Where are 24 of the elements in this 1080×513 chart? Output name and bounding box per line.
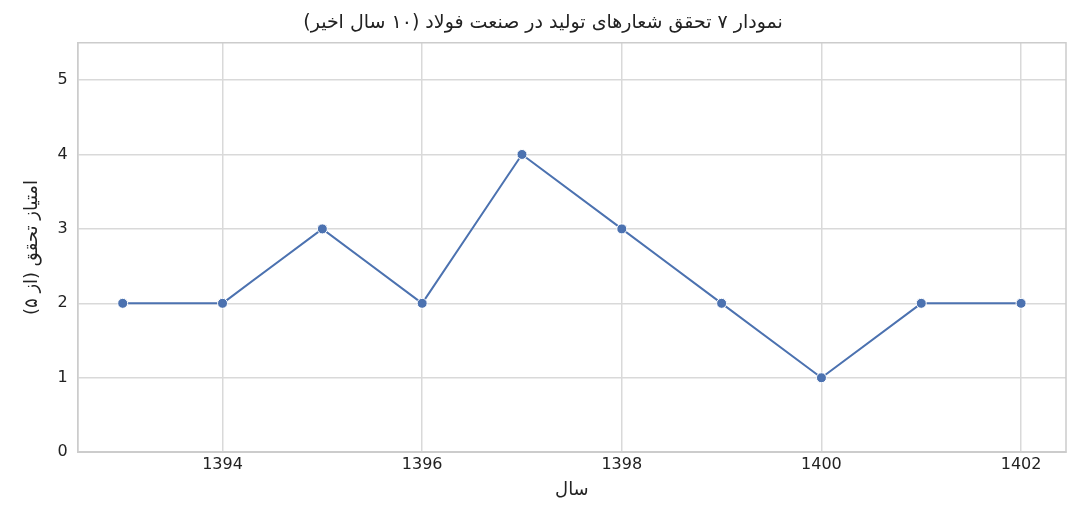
chart-title: نمودار ۷ تحقق شعارهای تولید در صنعت فولاد (۱۰ سال اخیر): [303, 10, 783, 34]
point: [1015, 297, 1027, 309]
x-axis-title: سال: [555, 477, 589, 499]
point: [815, 372, 827, 384]
point: [316, 223, 328, 235]
y-tick-label: 2: [57, 292, 68, 312]
point: [416, 297, 428, 309]
x-tick-label: 1402: [1000, 453, 1042, 473]
point: [117, 297, 129, 309]
x-tick-label: 1396: [401, 453, 443, 473]
y-tick-label: 3: [57, 218, 68, 238]
x-tick-label: 1398: [601, 453, 643, 473]
y-tick-label: 4: [57, 143, 68, 163]
x-tick-label: 1400: [801, 453, 842, 473]
point: [516, 148, 528, 160]
y-tick-label: 5: [57, 69, 68, 89]
y-tick-label: 1: [57, 366, 68, 386]
y-tick-label: 0: [57, 441, 68, 461]
point: [716, 297, 728, 309]
x-tick-label: 1394: [202, 453, 243, 473]
y-axis-title: امتیاز تحقق (از ۵): [20, 179, 43, 316]
point: [217, 297, 229, 309]
point: [616, 223, 628, 235]
point: [915, 297, 927, 309]
